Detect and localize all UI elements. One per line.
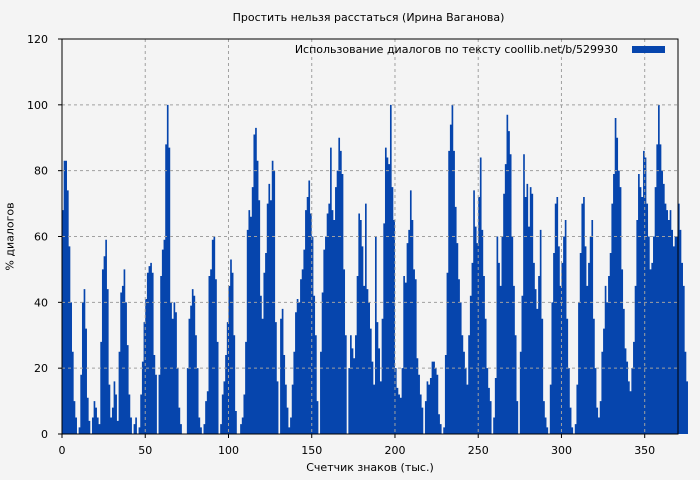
x-tick-label: 300 (551, 444, 572, 457)
y-tick-label: 40 (34, 296, 48, 309)
x-tick-label: 100 (218, 444, 239, 457)
x-tick-label: 50 (138, 444, 152, 457)
chart-title: Простить нельзя расстаться (Ирина Вагано… (232, 11, 505, 24)
x-tick-label: 200 (384, 444, 405, 457)
legend-label: Использование диалогов по тексту coollib… (294, 43, 618, 56)
data-bars (62, 104, 688, 434)
x-tick-label: 350 (634, 444, 655, 457)
y-tick-label: 80 (34, 165, 48, 178)
legend-swatch (632, 46, 665, 53)
y-tick-label: 20 (34, 362, 48, 375)
x-axis-label: Счетчик знаков (тыс.) (306, 461, 434, 474)
y-tick-label: 120 (27, 33, 48, 46)
x-tick-label: 0 (59, 444, 66, 457)
y-tick-label: 100 (27, 99, 48, 112)
x-tick-label: 250 (468, 444, 489, 457)
x-tick-label: 150 (301, 444, 322, 457)
y-tick-label: 0 (41, 428, 48, 441)
y-tick-label: 60 (34, 231, 48, 244)
